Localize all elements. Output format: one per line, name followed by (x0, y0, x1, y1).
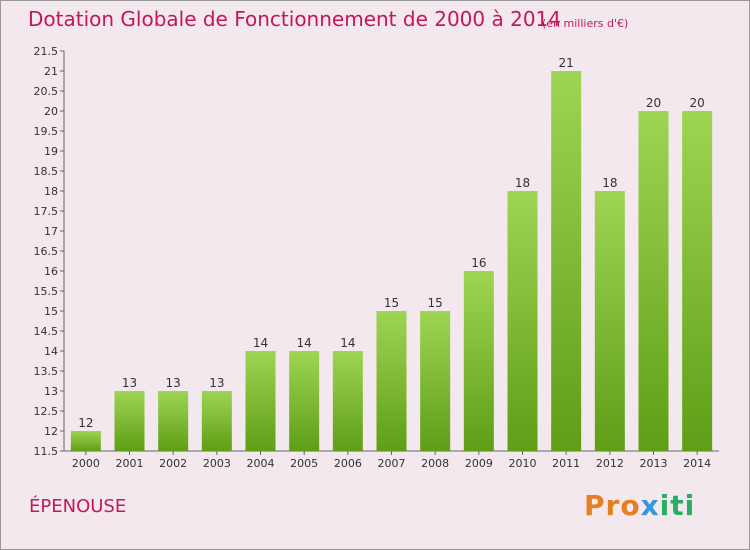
data-label: 13 (209, 376, 224, 390)
bars (70, 71, 713, 451)
y-tick-label: 20.5 (34, 85, 59, 98)
bar (638, 111, 669, 451)
y-tick-label: 15.5 (34, 285, 59, 298)
x-tick-label: 2008 (421, 457, 449, 470)
bar (114, 391, 145, 451)
data-label: 21 (559, 56, 574, 70)
data-label: 15 (384, 296, 399, 310)
data-label: 14 (253, 336, 268, 350)
commune-name: ÉPENOUSE (29, 496, 127, 517)
x-tick-label: 2003 (203, 457, 231, 470)
x-tick-label: 2006 (334, 457, 362, 470)
x-tick-label: 2010 (509, 457, 537, 470)
data-label: 16 (471, 256, 486, 270)
proxiti-logo[interactable]: Proxiti (584, 489, 695, 522)
y-tick-label: 18 (44, 185, 58, 198)
y-tick-label: 19 (44, 145, 58, 158)
data-label: 13 (166, 376, 181, 390)
bar (158, 391, 189, 451)
y-tick-label: 20 (44, 105, 58, 118)
data-label: 15 (428, 296, 443, 310)
bar (245, 351, 276, 451)
x-axis-ticks: 2000 2001 2002 2003 2004 2005 2006 2007 2008 2009… (72, 451, 711, 470)
bar (70, 431, 101, 451)
y-tick-label: 15 (44, 305, 58, 318)
data-labels: 12 13 13 13 14 14 14 15 15 16 18 21 18 20 20 (78, 56, 705, 430)
y-tick-label: 13 (44, 385, 58, 398)
y-tick-label: 19.5 (34, 125, 59, 138)
y-tick-label: 12.5 (34, 405, 59, 418)
data-label: 12 (78, 416, 93, 430)
x-tick-label: 2009 (465, 457, 493, 470)
x-tick-label: 2000 (72, 457, 100, 470)
y-tick-label: 14.5 (34, 325, 59, 338)
y-tick-label: 17.5 (34, 205, 59, 218)
bar (551, 71, 582, 451)
data-label: 14 (297, 336, 312, 350)
x-tick-label: 2002 (159, 457, 187, 470)
x-tick-label: 2005 (290, 457, 318, 470)
data-label: 18 (515, 176, 530, 190)
data-label: 13 (122, 376, 137, 390)
bar (376, 311, 407, 451)
bar (289, 351, 320, 451)
data-label: 18 (602, 176, 617, 190)
y-tick-label: 21 (44, 65, 58, 78)
data-label: 20 (690, 96, 705, 110)
x-tick-label: 2011 (552, 457, 580, 470)
x-tick-label: 2013 (640, 457, 668, 470)
bar (420, 311, 451, 451)
data-label: 20 (646, 96, 661, 110)
logo-part-3: iti (659, 489, 696, 522)
y-tick-label: 16 (44, 265, 58, 278)
x-tick-label: 2007 (378, 457, 406, 470)
y-tick-label: 18.5 (34, 165, 59, 178)
x-tick-label: 2001 (116, 457, 144, 470)
bar (682, 111, 713, 451)
data-label: 14 (340, 336, 355, 350)
bar (201, 391, 232, 451)
bar (507, 191, 538, 451)
bar (463, 271, 494, 451)
chart-title: Dotation Globale de Fonctionnement de 20… (28, 7, 561, 31)
x-tick-label: 2004 (247, 457, 275, 470)
y-axis-ticks: 11.5 12 12.5 13 13.5 14 14.5 15 15.5 16 16.5 17 17.5… (34, 45, 64, 458)
y-tick-label: 12 (44, 425, 58, 438)
bar (594, 191, 625, 451)
y-tick-label: 11.5 (34, 445, 59, 458)
y-tick-label: 13.5 (34, 365, 59, 378)
y-tick-label: 21.5 (34, 45, 59, 58)
logo-part-2: x (640, 489, 660, 522)
y-tick-label: 14 (44, 345, 58, 358)
y-tick-label: 17 (44, 225, 58, 238)
x-tick-label: 2012 (596, 457, 624, 470)
logo-part-1: Pro (584, 489, 641, 522)
y-tick-label: 16.5 (34, 245, 59, 258)
x-tick-label: 2014 (683, 457, 711, 470)
bar (332, 351, 363, 451)
chart-subtitle: (en milliers d'€) (542, 17, 629, 30)
